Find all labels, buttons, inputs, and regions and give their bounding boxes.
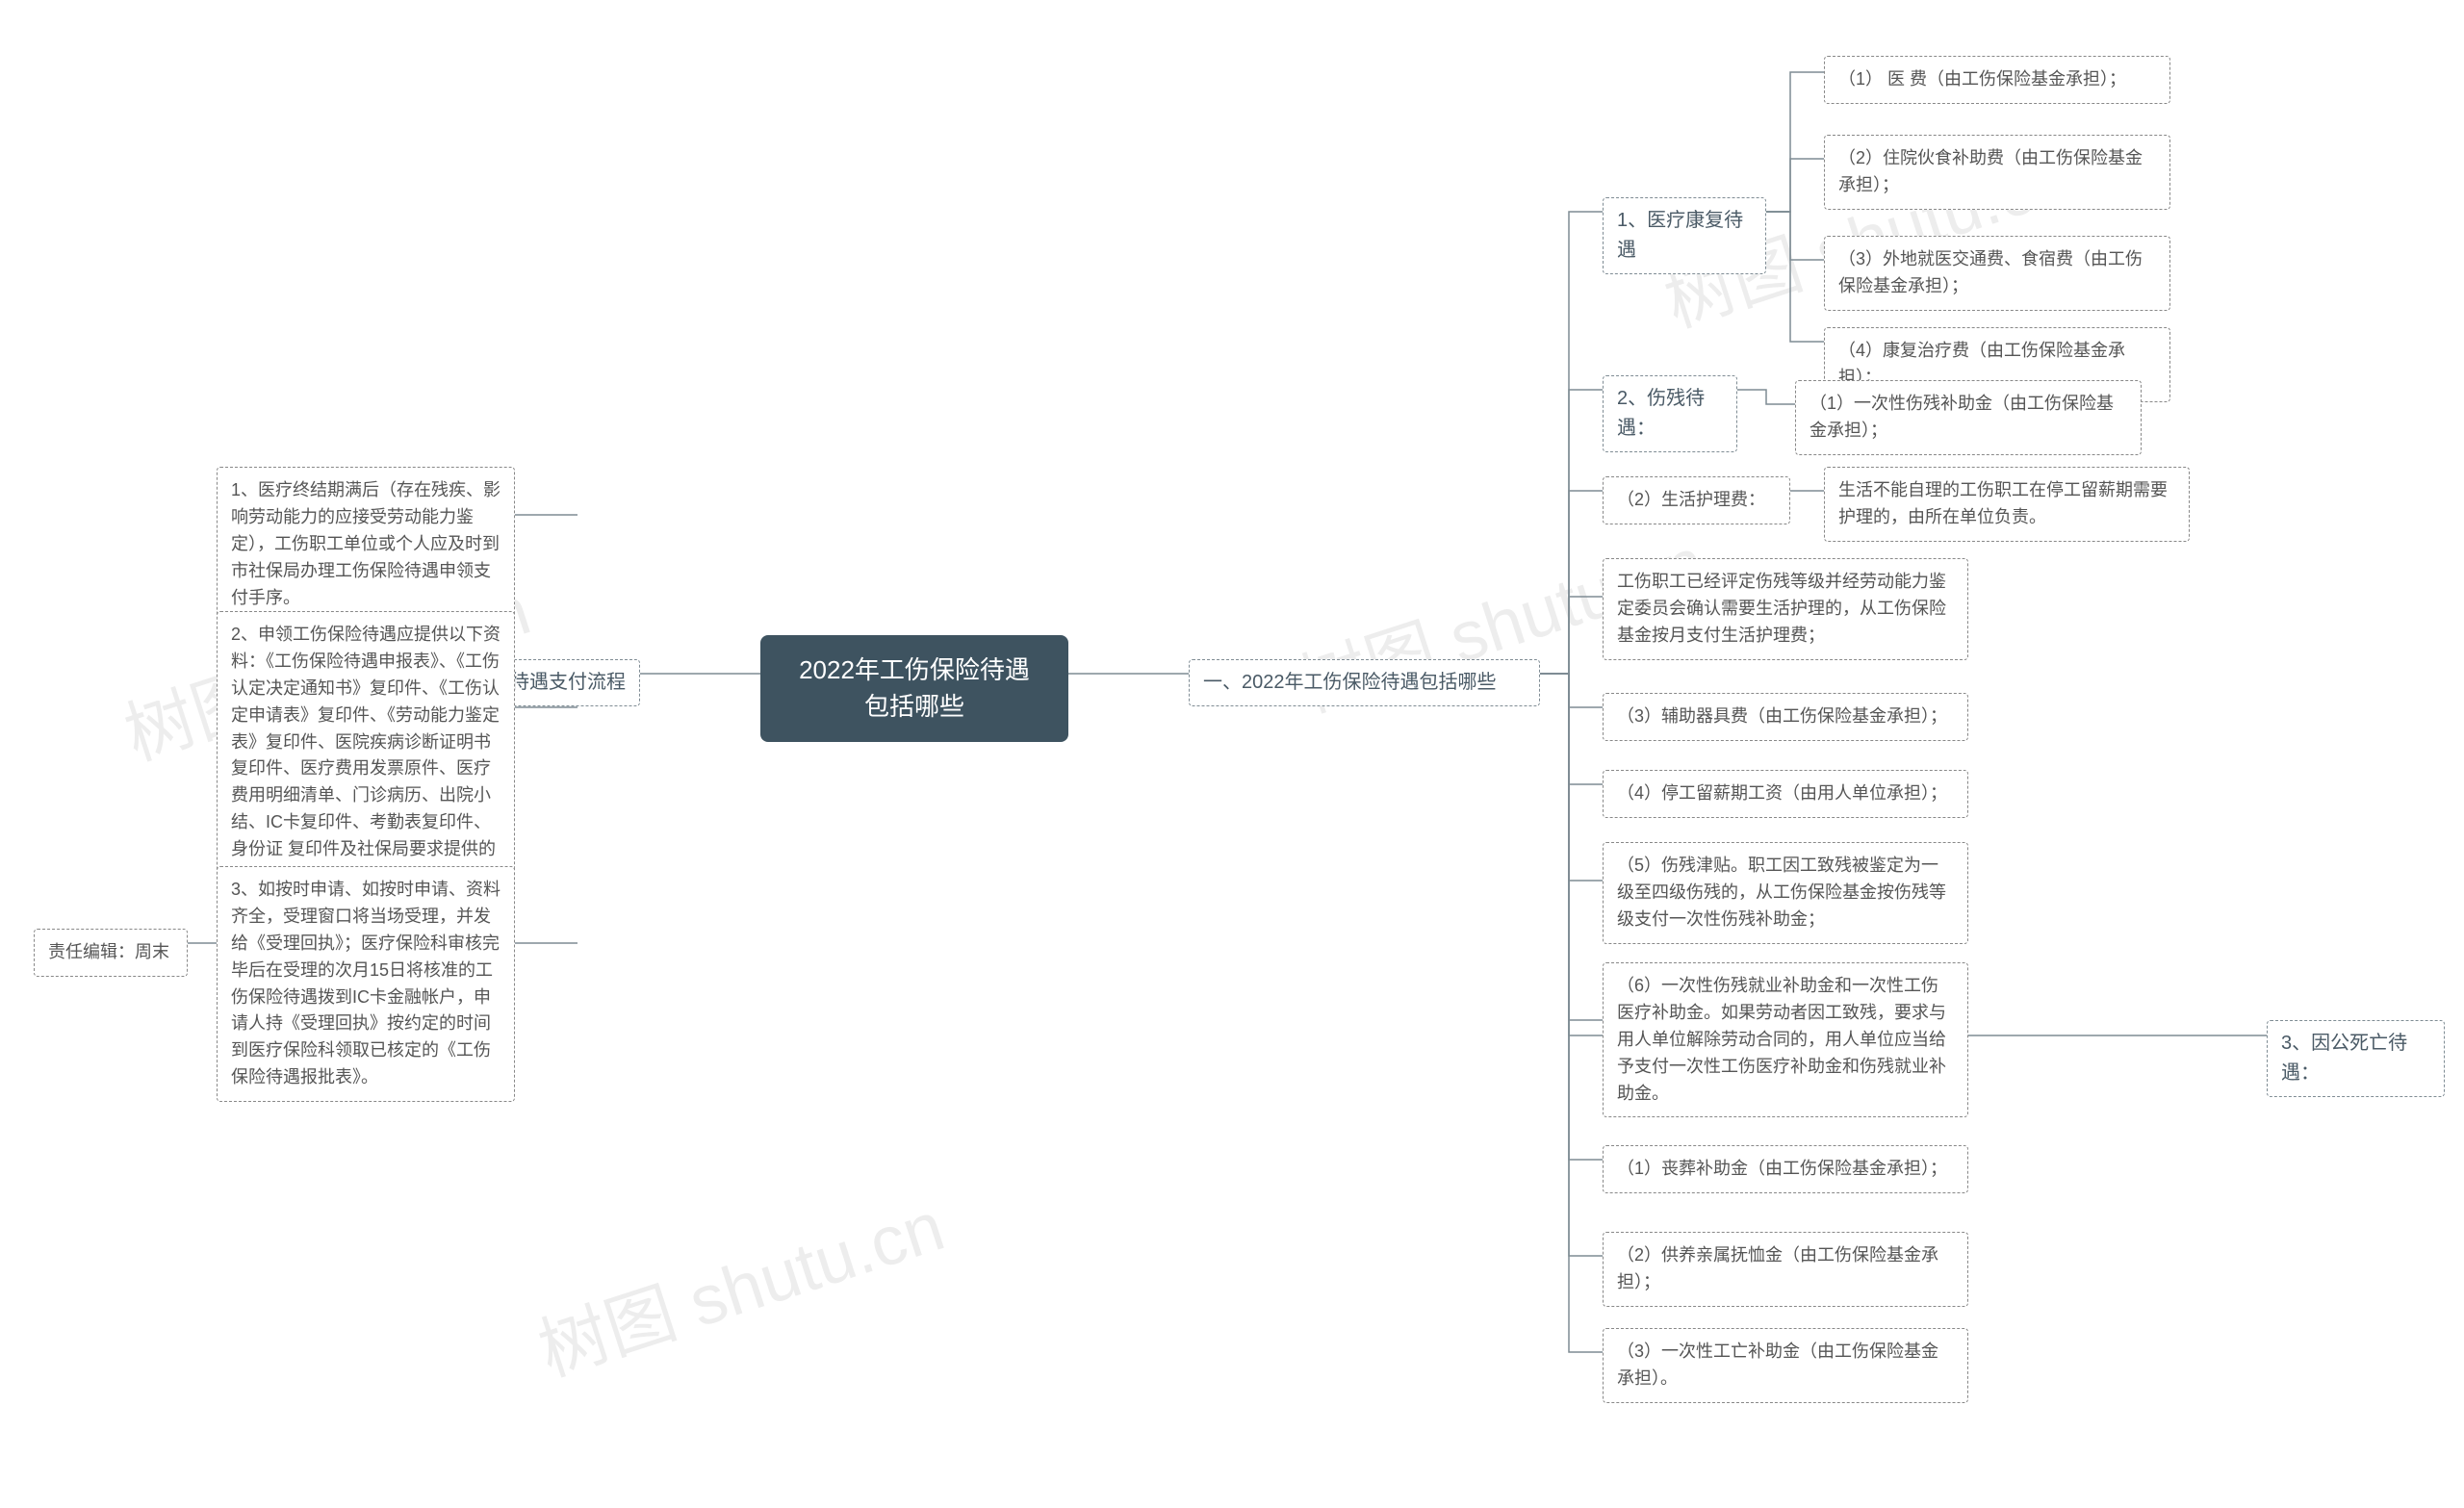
leaf-med-3: （3）外地就医交通费、食宿费（由工伤保险基金承担）； xyxy=(1824,236,2170,311)
leaf-death-2: （2）供养亲属抚恤金（由工伤保险基金承担）； xyxy=(1603,1232,1968,1307)
leaf-dis-2-desc: 生活不能自理的工伤职工在停工留薪期需要护理的，由所在单位负责。 xyxy=(1824,467,2190,542)
leaf-dis-5: （4）停工留薪期工资（由用人单位承担）； xyxy=(1603,770,1968,818)
leaf-med-1: （1） 医 费（由工伤保险基金承担）； xyxy=(1824,56,2170,104)
branch-death: 3、因公死亡待遇： xyxy=(2267,1020,2445,1097)
leaf-flow-3: 3、如按时申请、如按时申请、资料齐全，受理窗口将当场受理，并发给《受理回执》；医… xyxy=(217,866,515,1102)
leaf-death-3: （3）一次性工亡补助金（由工伤保险基金承担）。 xyxy=(1603,1328,1968,1403)
leaf-dis-7: （6）一次性伤残就业补助金和一次性工伤医疗补助金。如果劳动者因工致残，要求与用人… xyxy=(1603,962,1968,1117)
branch-medical: 1、医疗康复待遇 xyxy=(1603,197,1766,274)
leaf-dis-1: （1）一次性伤残补助金（由工伤保险基金承担）； xyxy=(1795,380,2142,455)
leaf-death-1: （1）丧葬补助金（由工伤保险基金承担）； xyxy=(1603,1145,1968,1193)
leaf-med-2: （2）住院伙食补助费（由工伤保险基金承担）； xyxy=(1824,135,2170,210)
leaf-dis-4: （3）辅助器具费（由工伤保险基金承担）； xyxy=(1603,693,1968,741)
leaf-dis-3: 工伤职工已经评定伤残等级并经劳动能力鉴定委员会确认需要生活护理的，从工伤保险基金… xyxy=(1603,558,1968,660)
leaf-flow-1: 1、医疗终结期满后（存在残疾、影响劳动能力的应接受劳动能力鉴定），工伤职工单位或… xyxy=(217,467,515,622)
leaf-dis-2: （2）生活护理费： xyxy=(1603,476,1790,524)
branch-disability: 2、伤残待遇： xyxy=(1603,375,1737,452)
root-node: 2022年工伤保险待遇包括哪些 xyxy=(760,635,1068,742)
leaf-dis-6: （5）伤残津贴。职工因工致残被鉴定为一级至四级伤残的，从工伤保险基金按伤残等级支… xyxy=(1603,842,1968,944)
watermark: 树图 shutu.cn xyxy=(524,1169,954,1395)
leaf-flow-3-editor: 责任编辑：周末 xyxy=(34,929,188,977)
branch-right: 一、2022年工伤保险待遇包括哪些 xyxy=(1189,659,1540,706)
leaf-flow-2: 2、申领工伤保险待遇应提供以下资料：《工伤保险待遇申报表》、《工伤认定决定通知书… xyxy=(217,611,515,901)
